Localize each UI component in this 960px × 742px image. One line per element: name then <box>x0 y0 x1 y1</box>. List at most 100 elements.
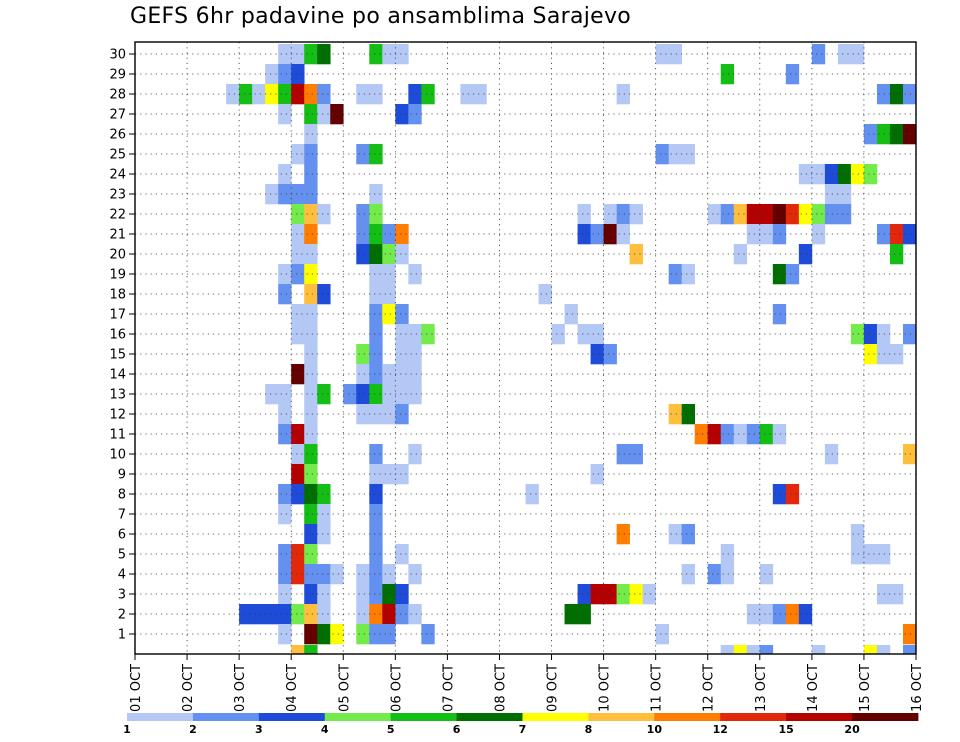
heatmap-cell <box>304 564 318 585</box>
heatmap-cell <box>798 164 813 185</box>
y-tick-label: 24 <box>109 168 126 183</box>
y-tick-label: 10 <box>109 448 126 463</box>
x-tick-label: 16 OCT <box>910 664 925 712</box>
heatmap-cell <box>291 324 305 345</box>
y-tick-label: 27 <box>109 108 126 123</box>
heatmap-cell <box>707 424 722 445</box>
heatmap-cell <box>304 645 318 655</box>
heatmap-cell <box>356 584 370 605</box>
heatmap-cell <box>265 384 279 405</box>
heatmap-cell <box>720 645 735 655</box>
chart-title: GEFS 6hr padavine po ansamblima Sarajevo <box>130 4 632 29</box>
heatmap-cell <box>616 224 630 245</box>
heatmap-cell <box>317 104 331 125</box>
legend-swatch <box>324 713 392 721</box>
heatmap-cell <box>369 404 383 425</box>
heatmap-cell <box>668 44 682 65</box>
heatmap-cell <box>408 84 422 105</box>
heatmap-cell <box>356 144 370 165</box>
heatmap-cell <box>278 484 292 505</box>
heatmap-cell <box>850 544 865 565</box>
x-tick-label: 14 OCT <box>806 664 821 712</box>
heatmap-cell <box>278 384 292 405</box>
heatmap-cell <box>681 144 696 165</box>
heatmap-cell <box>330 624 344 645</box>
heatmap-cell <box>369 484 383 505</box>
heatmap-cell <box>902 624 917 645</box>
heatmap-cell <box>590 584 604 605</box>
heatmap-cell <box>278 404 292 425</box>
heatmap-cell <box>304 344 318 365</box>
heatmap-cell <box>798 204 813 225</box>
heatmap-cell <box>681 524 696 545</box>
heatmap-cell <box>317 44 331 65</box>
heatmap-cell <box>291 364 305 385</box>
x-tick-label: 02 OCT <box>181 664 196 712</box>
heatmap-cell <box>278 544 292 565</box>
heatmap-cell <box>291 464 305 485</box>
heatmap-cell <box>746 204 761 225</box>
heatmap-cell <box>369 504 383 525</box>
heatmap-cell <box>421 324 435 345</box>
y-tick-label: 8 <box>118 488 126 503</box>
heatmap-cell <box>265 84 279 105</box>
heatmap-cell <box>408 364 422 385</box>
heatmap-cell <box>889 124 904 145</box>
heatmap-cell <box>395 584 409 605</box>
legend-label: 6 <box>453 723 461 736</box>
heatmap-cell <box>278 64 292 85</box>
heatmap-cell <box>733 645 748 655</box>
heatmap-cell <box>668 144 682 165</box>
heatmap-cell <box>564 304 578 325</box>
heatmap-cell <box>876 584 891 605</box>
heatmap-cell <box>265 64 279 85</box>
legend-swatch <box>390 713 457 721</box>
heatmap-cell <box>369 304 383 325</box>
heatmap-cell <box>317 384 331 405</box>
heatmap-cell <box>382 604 396 625</box>
heatmap-cell <box>577 584 591 605</box>
heatmap-cell <box>798 604 813 625</box>
heatmap-cell <box>304 544 318 565</box>
heatmap-cell <box>772 484 787 505</box>
heatmap-cell <box>603 344 617 365</box>
heatmap-cell <box>252 604 266 625</box>
heatmap-cell <box>356 84 370 105</box>
heatmap-cell <box>824 444 839 465</box>
heatmap-cell <box>629 204 643 225</box>
heatmap-cell <box>382 44 396 65</box>
heatmap-cell <box>369 344 383 365</box>
heatmap-cell <box>291 424 305 445</box>
y-tick-label: 20 <box>109 248 126 263</box>
heatmap-cell <box>369 44 383 65</box>
heatmap-cell <box>369 224 383 245</box>
heatmap-cell <box>265 604 279 625</box>
heatmap-cell <box>395 404 409 425</box>
y-tick-label: 30 <box>109 48 126 63</box>
heatmap-cell <box>408 564 422 585</box>
heatmap-cell <box>772 224 787 245</box>
heatmap-cell <box>317 84 331 105</box>
heatmap-cell <box>746 604 761 625</box>
heatmap-cell <box>304 604 318 625</box>
heatmap-cell <box>330 104 344 125</box>
heatmap-cell <box>395 604 409 625</box>
x-tick-label: 13 OCT <box>754 664 769 712</box>
heatmap-cell <box>304 284 318 305</box>
heatmap-cell <box>785 264 800 285</box>
heatmap-cell <box>837 164 852 185</box>
heatmap-cell <box>863 164 878 185</box>
heatmap-cell <box>577 324 591 345</box>
x-tick-label: 15 OCT <box>858 664 873 712</box>
heatmap-cell <box>304 424 318 445</box>
heatmap-cell <box>304 84 318 105</box>
heatmap-cell <box>382 284 396 305</box>
y-tick-label: 28 <box>109 88 126 103</box>
y-tick-label: 16 <box>109 328 126 343</box>
heatmap-cell <box>369 564 383 585</box>
heatmap-cell <box>382 564 396 585</box>
heatmap-cell <box>902 324 917 345</box>
heatmap-cell <box>746 224 761 245</box>
heatmap-cell <box>811 204 826 225</box>
x-tick-label: 06 OCT <box>389 664 404 712</box>
